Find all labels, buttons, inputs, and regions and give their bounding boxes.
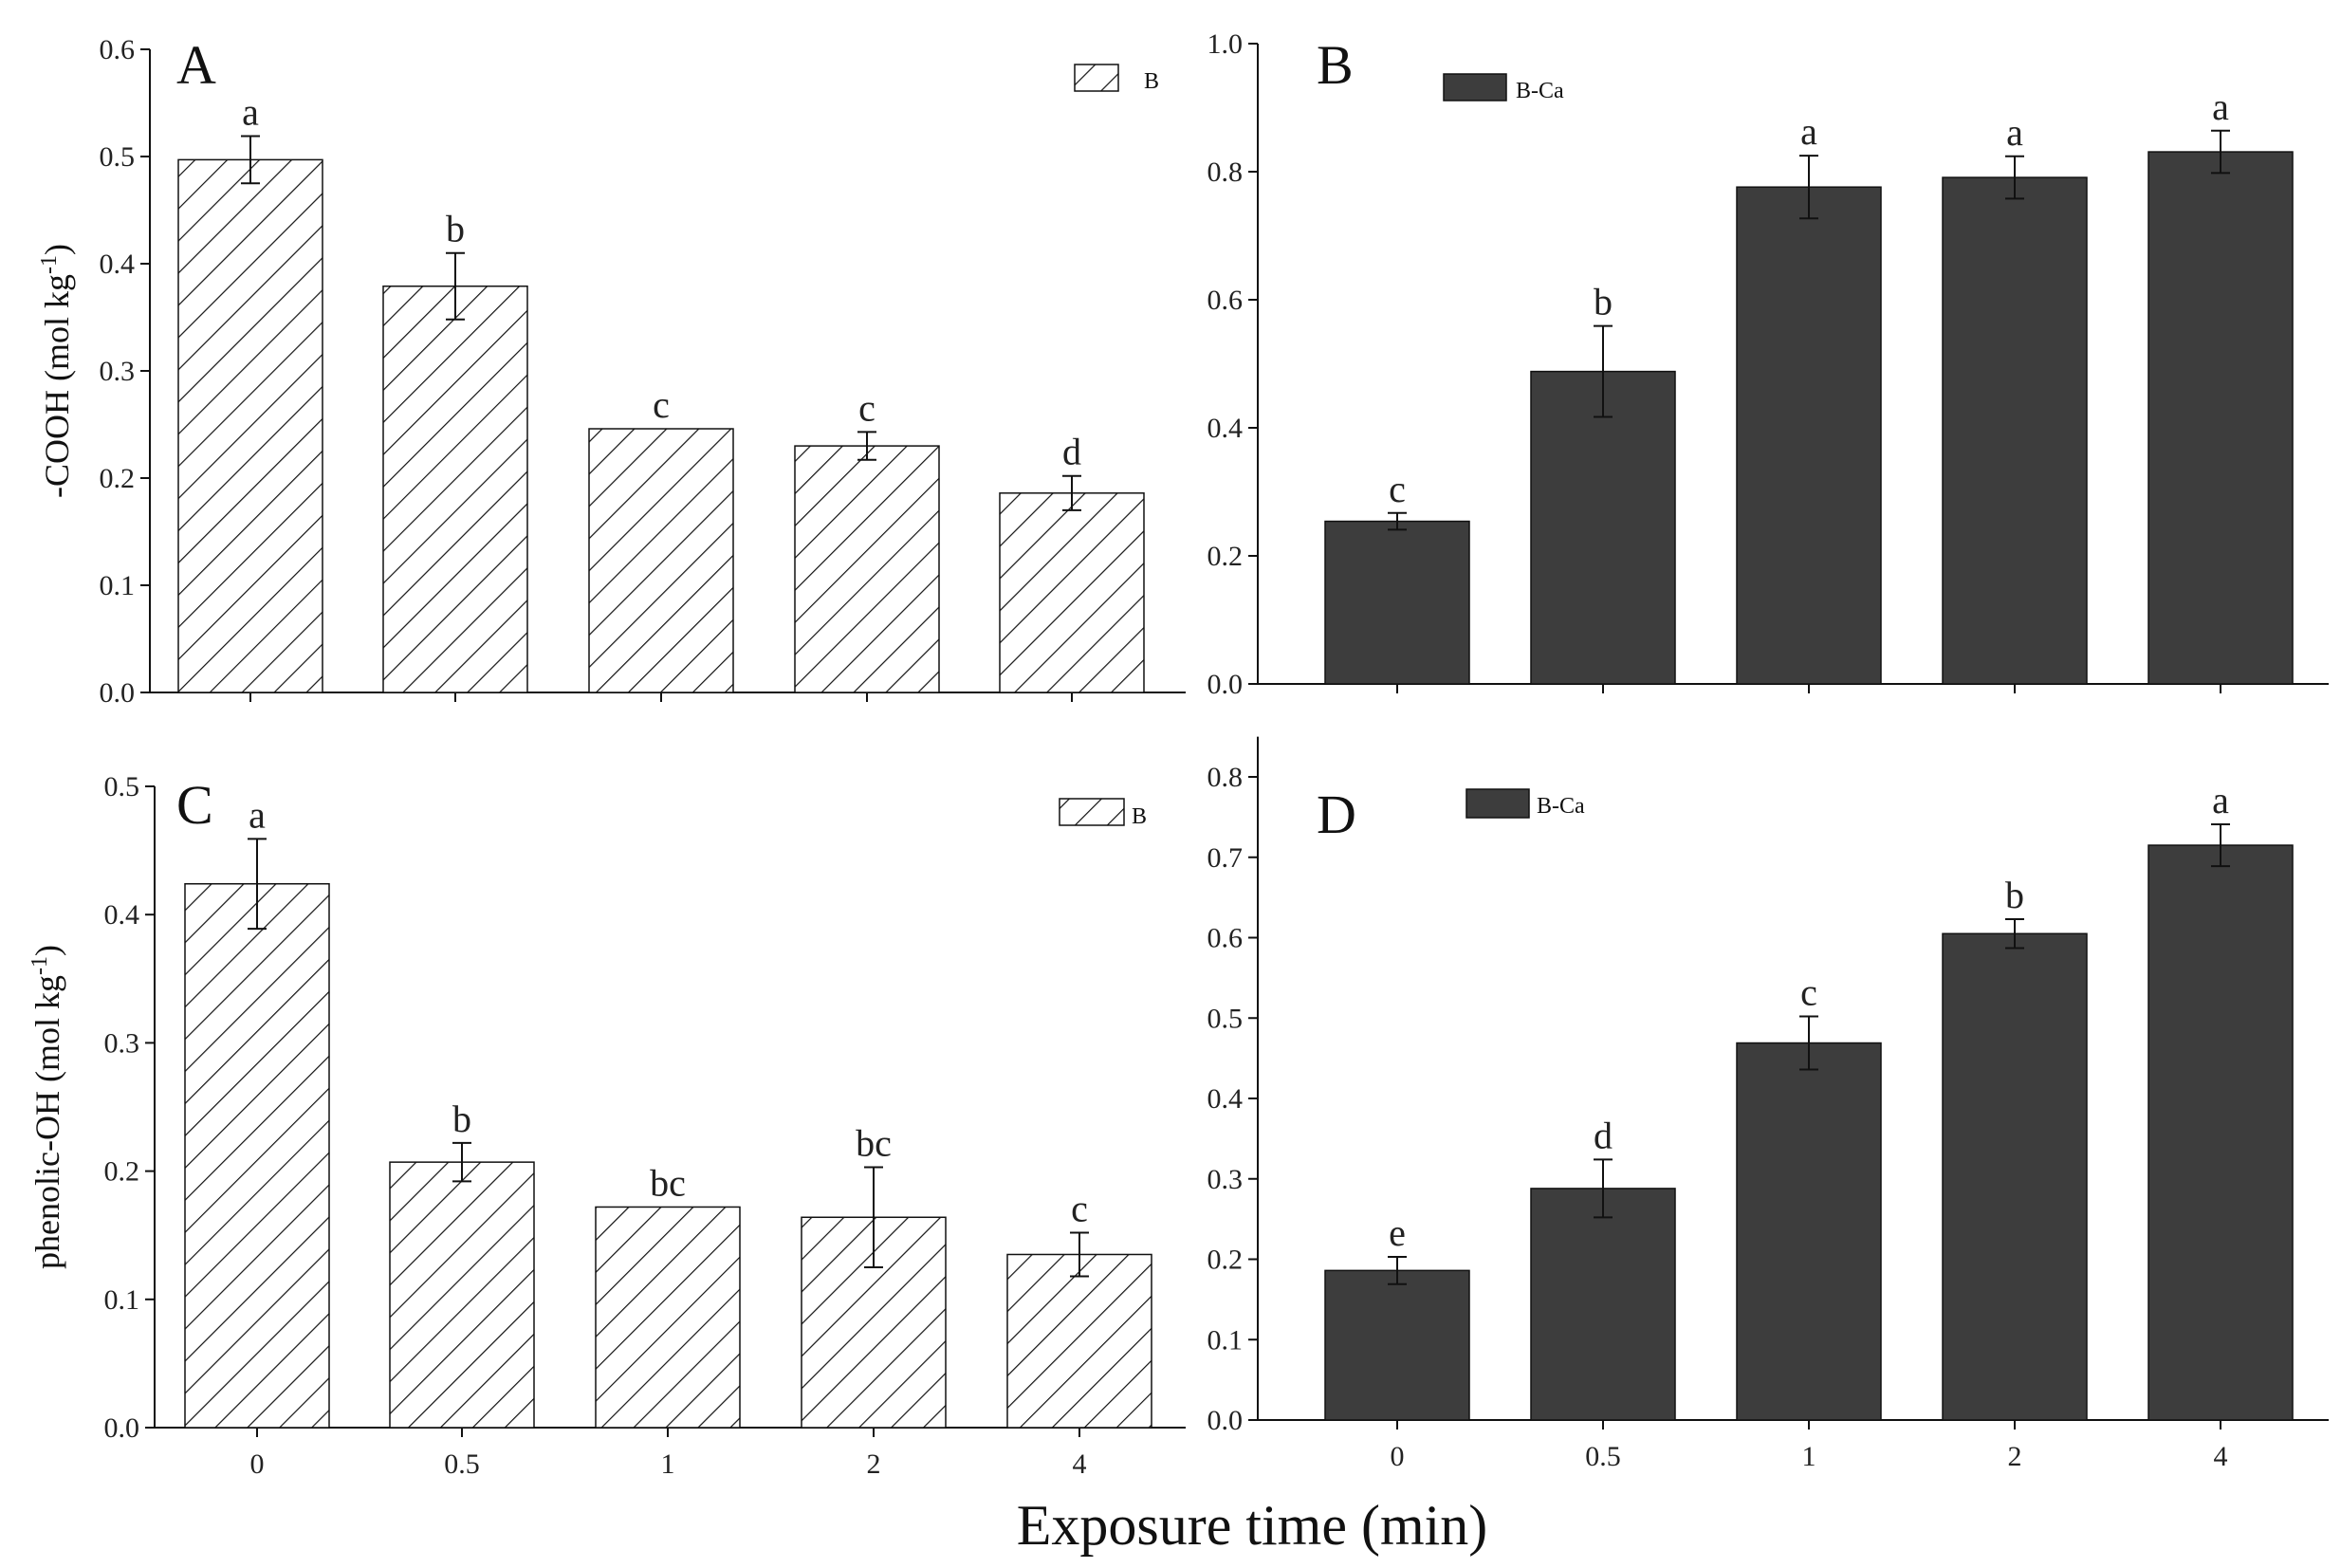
significance-letter: b	[452, 1098, 471, 1140]
bar	[1324, 1269, 1470, 1421]
y-tick-label: 0.6	[1207, 923, 1244, 954]
bar	[1942, 176, 2088, 685]
significance-letter: bc	[650, 1161, 686, 1204]
legend-swatch	[1059, 798, 1125, 826]
bar	[1530, 1188, 1676, 1421]
significance-letter: a	[1800, 110, 1817, 153]
y-tick-label: 0.8	[1207, 762, 1244, 793]
significance-letter: c	[1071, 1187, 1088, 1229]
bar	[794, 445, 940, 693]
significance-letter: c	[653, 383, 670, 426]
x-tick-label: 0.5	[444, 1448, 480, 1480]
panel-a: 0.0 0.1 0.2 0.3 0.4 0.5 0.6 a b c c d A B -COOH (mol k…	[37, 34, 1186, 709]
y-tick-label: 0.0	[1207, 1405, 1244, 1436]
panel-label: A	[176, 34, 216, 96]
bar	[1530, 370, 1676, 685]
y-tick-label: 0.2	[1207, 541, 1244, 572]
panel-d: 0.0 0.1 0.2 0.3 0.4 0.5 0.6 0.7 0.8 0 0.5 1 2 4 e d c b a D…	[1207, 736, 2329, 1472]
y-tick-label: 0.0	[100, 677, 136, 709]
significance-letter: c	[1800, 971, 1817, 1014]
bar	[177, 158, 323, 693]
y-axis-title: -COOH (mol kg-1)	[37, 244, 76, 498]
legend-label: B	[1132, 804, 1147, 829]
significance-letter: a	[2212, 779, 2229, 821]
significance-letter: bc	[856, 1122, 892, 1165]
bar	[389, 1161, 535, 1429]
significance-letter: d	[1594, 1114, 1613, 1156]
significance-letter: b	[1594, 281, 1613, 323]
significance-letter: c	[1389, 468, 1406, 510]
bar	[588, 428, 734, 693]
bar	[2147, 844, 2294, 1421]
significance-letter: a	[249, 793, 266, 836]
significance-letter: a	[2006, 111, 2023, 154]
y-tick-label: 0.1	[104, 1284, 140, 1316]
legend-swatch	[1465, 788, 1530, 819]
y-tick-label: 0.2	[1207, 1245, 1244, 1276]
significance-letter: d	[1062, 431, 1081, 473]
y-tick-label: 0.1	[1207, 1324, 1244, 1356]
legend-swatch	[1443, 73, 1507, 101]
panel-c: 0.0 0.1 0.2 0.3 0.4 0.5 0 0.5 1 2 4 a b bc bc c C Bphenol…	[28, 771, 1186, 1480]
x-tick-label: 4	[2214, 1441, 2228, 1472]
x-tick-label: 4	[1073, 1448, 1087, 1480]
x-axis-title: Exposure time (min)	[1017, 1494, 1488, 1557]
y-tick-label: 0.2	[100, 463, 136, 494]
panel-b: 0.0 0.2 0.4 0.6 0.8 1.0 c b a a a B B-Ca	[1207, 28, 2329, 700]
bar	[1736, 1042, 1882, 1421]
significance-letter: c	[858, 386, 876, 429]
bar	[1006, 1253, 1152, 1429]
significance-letter: b	[446, 208, 465, 250]
bar	[1324, 520, 1470, 685]
y-tick-label: 0.4	[104, 899, 140, 931]
y-tick-label: 0.0	[1207, 669, 1244, 700]
y-tick-label: 0.4	[1207, 413, 1244, 444]
bar	[2147, 151, 2294, 685]
x-tick-label: 0	[250, 1448, 265, 1480]
y-tick-label: 0.8	[1207, 157, 1244, 188]
y-tick-label: 1.0	[1207, 28, 1244, 60]
y-tick-label: 0.3	[1207, 1164, 1244, 1195]
legend-label: B	[1144, 69, 1159, 94]
panel-label: C	[176, 774, 213, 836]
y-axis-title: phenolic-OH (mol kg-1)	[28, 945, 66, 1269]
bar	[595, 1206, 741, 1429]
y-tick-label: 0.2	[104, 1156, 140, 1188]
bar	[184, 883, 330, 1429]
significance-letter: a	[2212, 85, 2229, 128]
bar	[1736, 186, 1882, 685]
x-tick-label: 2	[867, 1448, 881, 1480]
y-tick-label: 0.3	[104, 1027, 140, 1059]
significance-letter: a	[242, 91, 259, 134]
x-tick-label: 1	[1802, 1441, 1816, 1472]
legend-label: B-Ca	[1516, 79, 1564, 103]
y-tick-label: 0.7	[1207, 842, 1244, 874]
bar	[999, 492, 1145, 693]
bar	[1942, 932, 2088, 1421]
bar	[382, 285, 528, 693]
x-tick-label: 1	[661, 1448, 675, 1480]
y-tick-label: 0.4	[1207, 1083, 1244, 1115]
legend-swatch	[1074, 64, 1119, 92]
legend-label: B-Ca	[1537, 794, 1585, 819]
x-tick-label: 0.5	[1585, 1441, 1621, 1472]
y-tick-label: 0.4	[100, 249, 136, 280]
y-tick-label: 0.5	[104, 771, 140, 802]
significance-letter: b	[2005, 874, 2024, 916]
y-tick-label: 0.0	[104, 1412, 140, 1444]
significance-letter: e	[1389, 1211, 1406, 1254]
x-tick-label: 2	[2008, 1441, 2022, 1472]
y-tick-label: 0.1	[100, 570, 136, 601]
y-tick-label: 0.3	[100, 356, 136, 387]
y-tick-label: 0.6	[1207, 285, 1244, 316]
y-tick-label: 0.6	[100, 34, 136, 65]
y-tick-label: 0.5	[100, 141, 136, 173]
y-tick-label: 0.5	[1207, 1003, 1244, 1034]
panel-label: D	[1317, 784, 1356, 845]
x-tick-label: 0	[1391, 1441, 1405, 1472]
panel-label: B	[1317, 34, 1354, 96]
